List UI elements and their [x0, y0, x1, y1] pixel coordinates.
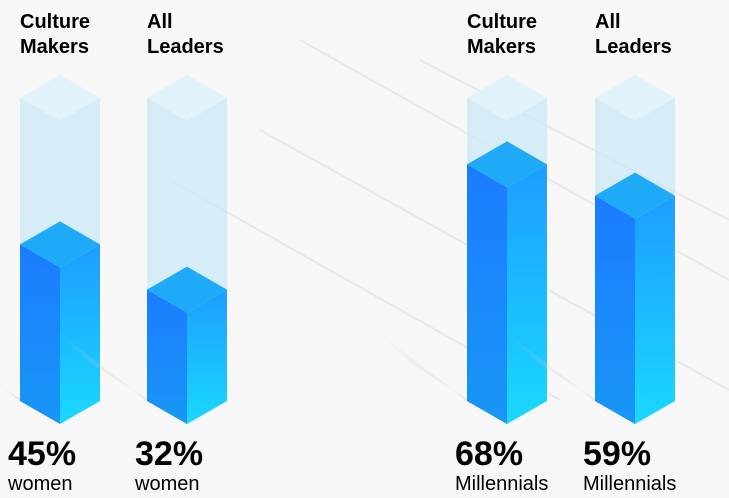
bar-left [147, 289, 187, 424]
annotation: Millennials [583, 473, 676, 495]
bar-left [20, 244, 60, 424]
bar-ghost-top [147, 75, 227, 121]
bar-right [507, 164, 547, 425]
value-label: 45% [8, 435, 76, 473]
value-label: 68% [455, 435, 523, 473]
annotation: Millennials [455, 473, 548, 495]
bar-ghost-top [467, 75, 547, 121]
bar-ghost-top [595, 75, 675, 121]
bar-top [147, 266, 227, 313]
bar-left [595, 195, 635, 424]
bar-right [187, 289, 227, 424]
value-label: 59% [583, 435, 651, 473]
annotation: women [7, 473, 72, 495]
bar-top [467, 141, 547, 188]
category-label: Culture Makers [20, 11, 90, 58]
bar-right [60, 244, 100, 424]
category-label: Culture Makers [467, 11, 537, 58]
bar-top [595, 172, 675, 219]
bar-ghost-top [20, 75, 100, 121]
value-label: 32% [135, 435, 203, 473]
category-label: All Leaders [595, 11, 672, 58]
annotation: women [134, 473, 199, 495]
bar-right [635, 195, 675, 424]
category-label: All Leaders [147, 11, 224, 58]
bar-top [20, 221, 100, 268]
bar-left [467, 164, 507, 425]
